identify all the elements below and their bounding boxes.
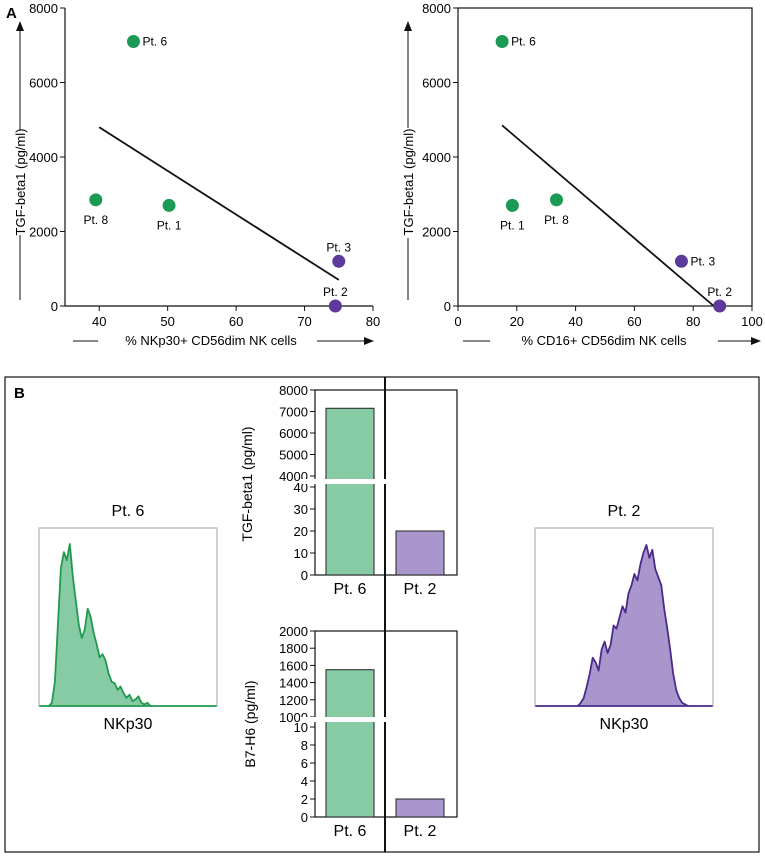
bar-b7h6-ytick-label: 1600 [279, 658, 308, 673]
scatter-cd16-ytick-label: 8000 [422, 1, 451, 16]
bar-b7h6-ytick-label: 8 [301, 738, 308, 753]
bar-tgf-ytick-label: 10 [294, 546, 308, 561]
scatter-cd16-xtick-label: 40 [568, 314, 582, 329]
scatter-nkp30-point-label: Pt. 2 [323, 285, 348, 299]
scatter-cd16-chart: 0 2000 4000 6000 8000 0 20 40 60 80 100 TGF-beta1… [401, 1, 763, 348]
bar-b7h6-ytick-label: 1400 [279, 676, 308, 691]
hist-pt6-title: Pt. 6 [112, 503, 145, 520]
scatter-cd16-ytick-label: 4000 [422, 150, 451, 165]
hist-pt2-chart: Pt. 2 NKp30 [534, 503, 714, 733]
scatter-nkp30-ytick-label: 0 [51, 299, 58, 314]
panel-a-label: A [6, 5, 17, 22]
bar-tgf-ytick-label: 6000 [279, 426, 308, 441]
scatter-cd16-point [495, 35, 509, 49]
scatter-cd16-ytick-label: 6000 [422, 76, 451, 91]
scatter-nkp30-xtick-label: 60 [229, 314, 243, 329]
bar-b7h6-frame [314, 630, 458, 818]
bar-b7h6-category-label: Pt. 6 [334, 823, 367, 840]
bar-b7h6-ytick-label: 2 [301, 792, 308, 807]
scatter-nkp30-point-label: Pt. 1 [157, 218, 182, 232]
scatter-cd16-ytick-label: 0 [444, 299, 451, 314]
hist-pt2-title: Pt. 2 [608, 503, 641, 520]
hist-pt6-chart: Pt. 6 NKp30 [38, 503, 218, 733]
bar-b7h6-bar [395, 798, 445, 818]
bar-b7h6-ytick-label: 1800 [279, 641, 308, 656]
scatter-nkp30-point [162, 198, 176, 212]
hist-pt2-area [535, 544, 713, 707]
panel-b-frame [4, 376, 760, 853]
scatter-nkp30-ytick-label: 6000 [29, 76, 58, 91]
scatter-nkp30-point [332, 254, 346, 268]
bar-b7h6-ytick-label: 2000 [279, 624, 308, 639]
bar-tgf-ytick-label: 7000 [279, 405, 308, 420]
bar-tgf-ytick-label: 30 [294, 502, 308, 517]
scatter-cd16-xtick-label: 100 [741, 314, 763, 329]
scatter-nkp30-point [126, 35, 140, 49]
scatter-cd16-point-label: Pt. 3 [690, 254, 715, 268]
scatter-nkp30-xtick-label: 70 [297, 314, 311, 329]
scatter-nkp30-ytick-label: 2000 [29, 225, 58, 240]
scatter-cd16-trendline [501, 124, 715, 307]
bar-tgf-category-label: Pt. 2 [404, 581, 437, 598]
bar-tgf-axis-break [300, 479, 390, 484]
bar-tgf-ytick-label: 20 [294, 524, 308, 539]
scatter-nkp30-point-label: Pt. 3 [326, 240, 351, 254]
scatter-cd16-ytick-label: 2000 [422, 225, 451, 240]
bar-tgf-category-label: Pt. 6 [334, 581, 367, 598]
scatter-nkp30-point [328, 299, 342, 313]
bar-b7h6-ytick-label: 6 [301, 756, 308, 771]
scatter-cd16-point [713, 299, 727, 313]
scatter-cd16-point-label: Pt. 1 [500, 218, 525, 232]
scatter-nkp30-xlabel: % NKp30+ CD56dim NK cells [125, 333, 297, 348]
scatter-cd16-point [549, 193, 563, 207]
scatter-nkp30-ytick-label: 8000 [29, 1, 58, 16]
bar-b7h6-ytick-label: 4 [301, 774, 308, 789]
scatter-cd16-point-label: Pt. 8 [544, 213, 569, 227]
scatter-cd16-point-label: Pt. 2 [707, 285, 732, 299]
scatter-nkp30-ylabel: TGF-beta1 (pg/ml) [13, 129, 28, 236]
scatter-cd16-xtick-label: 20 [510, 314, 524, 329]
scatter-cd16-ylabel: TGF-beta1 (pg/ml) [401, 129, 416, 236]
scatter-cd16-point-label: Pt. 6 [511, 35, 536, 49]
hist-pt6-area [39, 543, 217, 707]
bar-b7h6-bar [325, 669, 375, 818]
scatter-cd16-xlabel: % CD16+ CD56dim NK cells [521, 333, 687, 348]
scatter-nkp30-trendline [98, 126, 340, 281]
bar-b7h6-ytick-label: 10 [294, 720, 308, 735]
bar-b7h6-axis-break [300, 717, 390, 722]
scatter-nkp30-ytick-label: 4000 [29, 150, 58, 165]
bar-tgf-ytick-label: 5000 [279, 448, 308, 463]
hist-pt2-xlabel: NKp30 [600, 716, 649, 733]
hist-pt6-xlabel: NKp30 [104, 716, 153, 733]
bar-tgf-ylabel: TGF-beta1 (pg/ml) [239, 426, 255, 541]
bar-b7h6-ylabel: B7-H6 (pg/ml) [242, 680, 258, 767]
bar-b7h6-category-label: Pt. 2 [404, 823, 437, 840]
scatter-nkp30-point-label: Pt. 8 [83, 213, 108, 227]
bar-tgf-bar [325, 407, 375, 576]
scatter-nkp30-point-label: Pt. 6 [142, 35, 167, 49]
bar-b7h6-ytick-label: 0 [301, 810, 308, 825]
scatter-nkp30-xtick-label: 50 [160, 314, 174, 329]
scatter-nkp30-chart: 0 2000 4000 6000 8000 40 50 60 70 80 TGF-beta1 (… [13, 1, 380, 348]
scatter-cd16-point [505, 198, 519, 212]
panel-b-label: B [14, 385, 25, 402]
scatter-cd16-xtick-label: 80 [686, 314, 700, 329]
bar-b7h6-ytick-label: 1200 [279, 693, 308, 708]
scatter-nkp30-point [89, 193, 103, 207]
scatter-nkp30-xtick-label: 40 [92, 314, 106, 329]
scatter-cd16-point [674, 254, 688, 268]
bar-tgf-ytick-label: 8000 [279, 383, 308, 398]
bar-tgf-ytick-label: 0 [301, 568, 308, 583]
bar-tgf-bar [395, 530, 445, 576]
scatter-cd16-xtick-label: 60 [627, 314, 641, 329]
scatter-cd16-xtick-label: 0 [454, 314, 461, 329]
scatter-nkp30-xtick-label: 80 [366, 314, 380, 329]
